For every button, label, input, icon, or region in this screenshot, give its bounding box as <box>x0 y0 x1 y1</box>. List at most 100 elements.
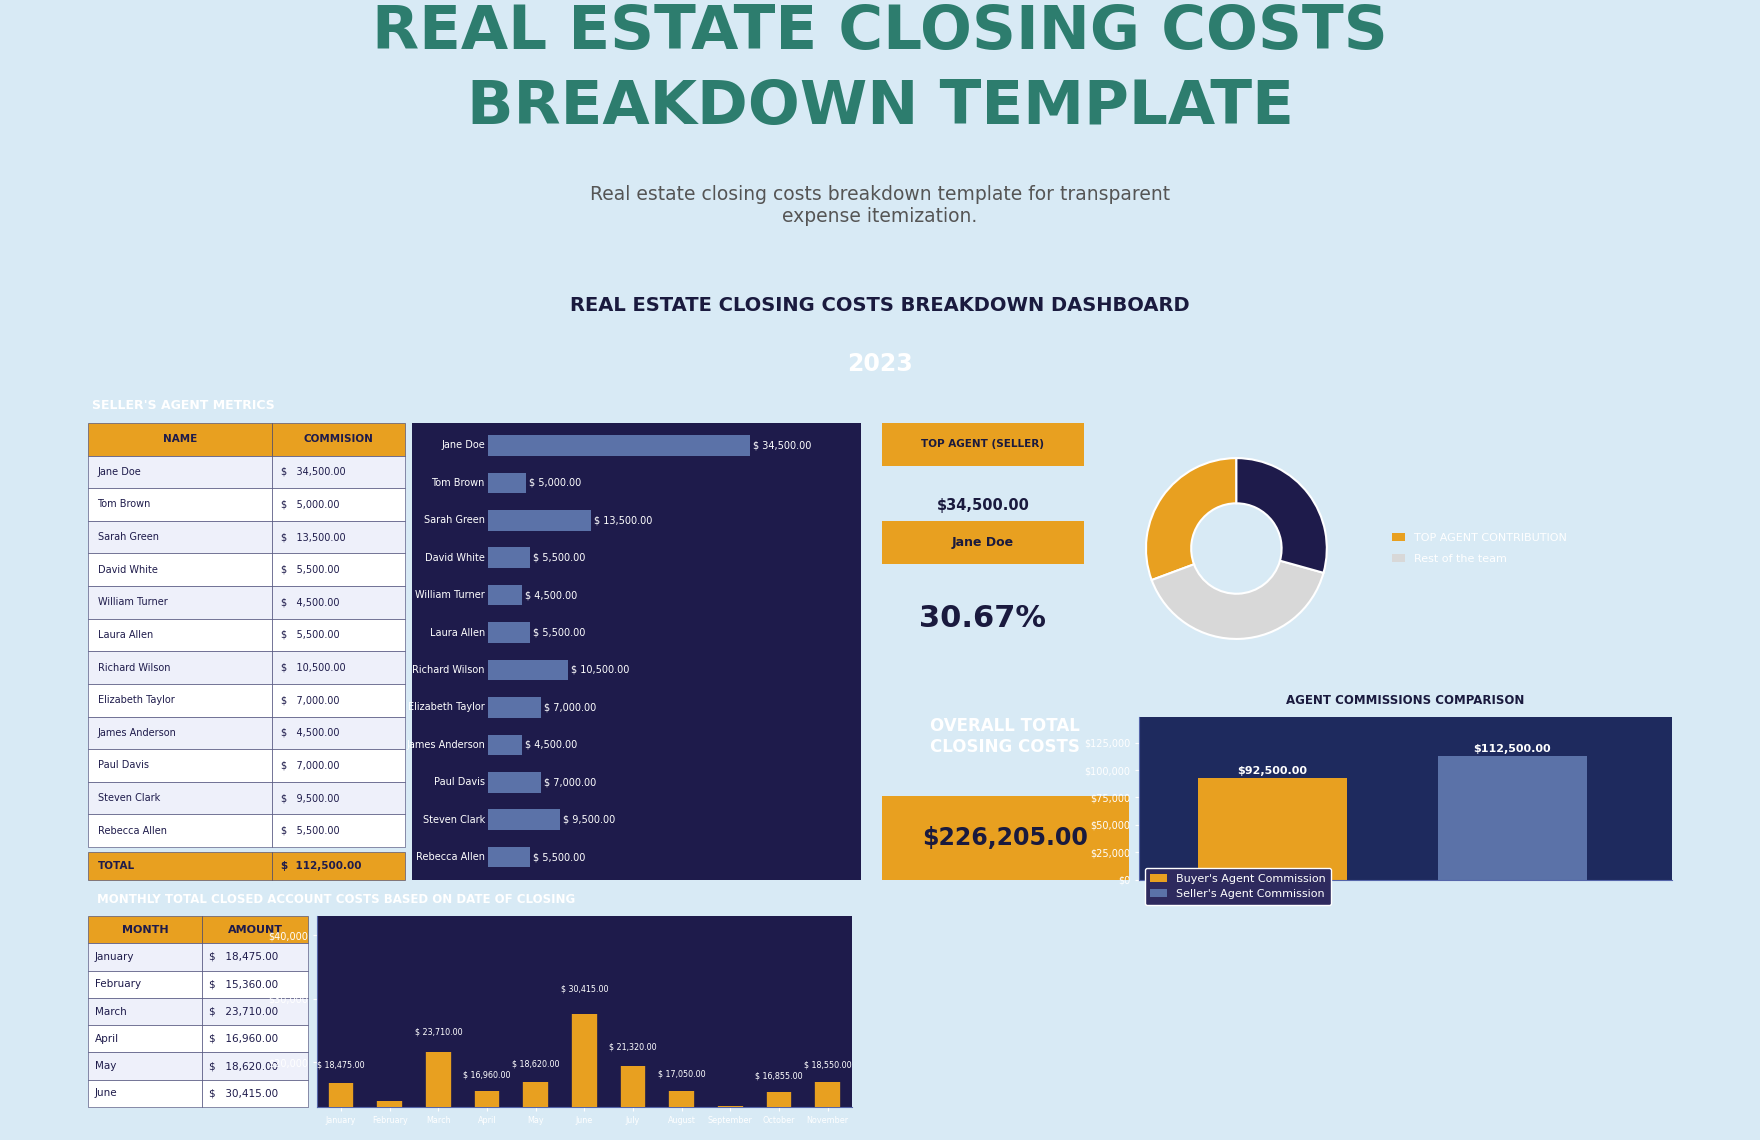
Bar <box>570 996 598 1140</box>
Text: Tom Brown: Tom Brown <box>431 478 484 488</box>
FancyBboxPatch shape <box>271 586 405 619</box>
Text: $ 18,620.00: $ 18,620.00 <box>512 1060 560 1069</box>
FancyBboxPatch shape <box>202 970 308 998</box>
Text: $   13,500.00: $ 13,500.00 <box>282 532 347 543</box>
FancyBboxPatch shape <box>271 423 405 456</box>
Text: Elizabeth Taylor: Elizabeth Taylor <box>97 695 174 706</box>
Text: Jane Doe: Jane Doe <box>442 440 484 450</box>
FancyBboxPatch shape <box>202 1052 308 1080</box>
Text: TOP AGENT (SELLER): TOP AGENT (SELLER) <box>922 439 1044 449</box>
Bar <box>377 1092 403 1101</box>
Text: $   5,500.00: $ 5,500.00 <box>282 825 340 836</box>
Text: Rebecca Allen: Rebecca Allen <box>415 852 484 862</box>
Bar <box>424 1039 452 1052</box>
Text: $   9,500.00: $ 9,500.00 <box>282 793 340 803</box>
FancyBboxPatch shape <box>882 423 1084 465</box>
FancyBboxPatch shape <box>271 619 405 651</box>
Text: MONTHLY TOTAL CLOSED ACCOUNT COSTS BASED ON DATE OF CLOSING: MONTHLY TOTAL CLOSED ACCOUNT COSTS BASED… <box>97 893 576 906</box>
Text: Rebecca Allen: Rebecca Allen <box>97 825 167 836</box>
Text: $   5,500.00: $ 5,500.00 <box>282 564 340 575</box>
FancyBboxPatch shape <box>882 521 1084 563</box>
Bar <box>488 585 523 605</box>
Text: $   7,000.00: $ 7,000.00 <box>282 695 340 706</box>
Text: Richard Wilson: Richard Wilson <box>412 665 484 675</box>
FancyBboxPatch shape <box>202 943 308 970</box>
Text: $   5,000.00: $ 5,000.00 <box>282 499 340 510</box>
Bar <box>473 1082 500 1140</box>
Text: $ 4,500.00: $ 4,500.00 <box>524 591 577 600</box>
Text: $   34,500.00: $ 34,500.00 <box>282 467 347 477</box>
Bar <box>1438 756 1588 880</box>
FancyBboxPatch shape <box>88 917 202 943</box>
FancyBboxPatch shape <box>882 796 1128 880</box>
Text: REAL ESTATE CLOSING COSTS: REAL ESTATE CLOSING COSTS <box>371 3 1389 62</box>
Bar <box>488 698 540 718</box>
Bar <box>716 1098 744 1140</box>
Text: March: March <box>95 1007 127 1017</box>
Text: $ 18,475.00: $ 18,475.00 <box>317 1061 364 1069</box>
FancyBboxPatch shape <box>88 553 271 586</box>
Text: $112,500.00: $112,500.00 <box>1473 744 1551 755</box>
Text: $   30,415.00: $ 30,415.00 <box>209 1089 278 1098</box>
FancyBboxPatch shape <box>271 782 405 814</box>
Bar <box>377 1092 403 1140</box>
Bar <box>523 1072 549 1082</box>
FancyBboxPatch shape <box>88 749 271 782</box>
Text: $ 4,500.00: $ 4,500.00 <box>524 740 577 750</box>
Bar <box>620 1054 646 1140</box>
Text: $ 5,500.00: $ 5,500.00 <box>533 852 584 862</box>
Bar <box>327 1072 354 1083</box>
Bar <box>488 435 750 456</box>
Text: James Anderson: James Anderson <box>97 727 176 738</box>
Text: $   15,360.00: $ 15,360.00 <box>209 979 278 990</box>
Bar <box>1199 779 1346 880</box>
Text: Paul Davis: Paul Davis <box>97 760 148 771</box>
Bar <box>523 1072 549 1140</box>
Bar <box>669 1081 695 1091</box>
FancyBboxPatch shape <box>202 1025 308 1052</box>
Text: $ 16,960.00: $ 16,960.00 <box>463 1070 510 1080</box>
Text: OVERALL TOTAL
CLOSING COSTS: OVERALL TOTAL CLOSING COSTS <box>931 717 1081 756</box>
Text: $ 5,500.00: $ 5,500.00 <box>533 553 584 563</box>
FancyBboxPatch shape <box>202 917 308 943</box>
Wedge shape <box>1151 561 1324 638</box>
Bar <box>488 734 523 755</box>
Text: Laura Allen: Laura Allen <box>429 627 484 637</box>
Bar <box>570 996 598 1013</box>
Text: $   23,710.00: $ 23,710.00 <box>209 1007 278 1017</box>
Bar <box>766 1082 792 1092</box>
FancyBboxPatch shape <box>271 651 405 684</box>
FancyBboxPatch shape <box>88 456 271 488</box>
Text: $ 23,710.00: $ 23,710.00 <box>415 1027 463 1036</box>
Text: $ 13,500.00: $ 13,500.00 <box>593 515 651 526</box>
FancyBboxPatch shape <box>271 456 405 488</box>
Text: MONTH: MONTH <box>121 925 169 935</box>
FancyBboxPatch shape <box>88 586 271 619</box>
Text: SELLER'S AGENT METRICS: SELLER'S AGENT METRICS <box>93 399 275 412</box>
Text: Steven Clark: Steven Clark <box>97 793 160 803</box>
Text: David White: David White <box>97 564 157 575</box>
Bar <box>669 1081 695 1140</box>
Bar <box>488 847 530 868</box>
Text: Laura Allen: Laura Allen <box>97 630 153 640</box>
FancyBboxPatch shape <box>88 1052 202 1080</box>
Text: Tom Brown: Tom Brown <box>97 499 151 510</box>
Text: February: February <box>95 979 141 990</box>
Wedge shape <box>1237 458 1327 572</box>
Text: 30.67%: 30.67% <box>919 604 1047 634</box>
Text: $ 7,000.00: $ 7,000.00 <box>544 702 597 712</box>
Legend: TOP AGENT CONTRIBUTION, Rest of the team: TOP AGENT CONTRIBUTION, Rest of the team <box>1387 529 1572 569</box>
FancyBboxPatch shape <box>88 814 271 847</box>
FancyBboxPatch shape <box>88 970 202 998</box>
Text: $   16,960.00: $ 16,960.00 <box>209 1034 278 1044</box>
FancyBboxPatch shape <box>88 1025 202 1052</box>
Text: $226,205.00: $226,205.00 <box>922 825 1088 850</box>
FancyBboxPatch shape <box>88 782 271 814</box>
Text: $ 5,000.00: $ 5,000.00 <box>530 478 581 488</box>
FancyBboxPatch shape <box>271 684 405 717</box>
FancyBboxPatch shape <box>88 717 271 749</box>
Text: $34,500.00: $34,500.00 <box>936 498 1030 513</box>
Bar <box>488 660 568 681</box>
Text: $ 9,500.00: $ 9,500.00 <box>563 815 616 824</box>
Text: TOTAL: TOTAL <box>97 861 134 871</box>
